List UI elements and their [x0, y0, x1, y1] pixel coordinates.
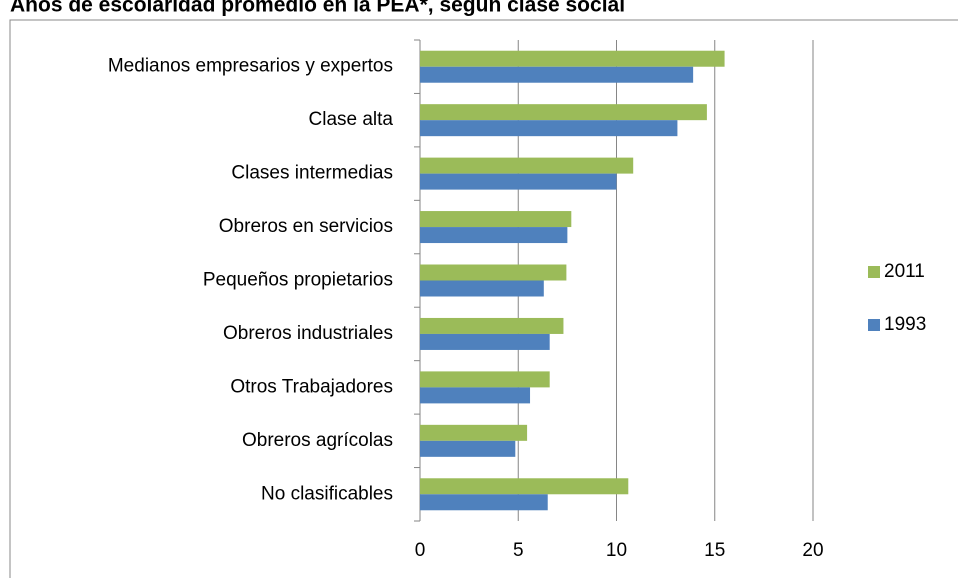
bar [420, 478, 629, 495]
x-tick-label: 15 [704, 540, 725, 561]
chart-title: Años de escolaridad promedio en la PEA*,… [10, 0, 625, 17]
y-tick-label: Clases intermedias [231, 163, 393, 184]
bar [420, 371, 550, 388]
x-tick-label: 0 [415, 540, 426, 561]
bar [420, 211, 572, 228]
bar [420, 173, 617, 190]
bar [420, 104, 707, 121]
y-tick-label: Obreros en servicios [219, 216, 393, 237]
bar [420, 227, 568, 244]
bar [420, 120, 678, 137]
y-tick-label: Medianos empresarios y expertos [108, 56, 393, 77]
y-tick-label: Pequeños propietarios [203, 270, 393, 291]
y-tick-label: No clasificables [261, 483, 393, 504]
legend-swatch [868, 266, 880, 278]
bar [420, 317, 564, 334]
bar [420, 157, 634, 174]
bar [420, 66, 694, 83]
bar [420, 50, 725, 67]
bar [420, 280, 544, 297]
y-tick-label: Obreros agrícolas [242, 430, 393, 451]
legend-label: 1993 [884, 314, 926, 335]
bar [420, 333, 550, 350]
y-tick-label: Otros Trabajadores [230, 376, 393, 397]
bar [420, 440, 516, 457]
bar [420, 494, 548, 511]
x-tick-label: 5 [513, 540, 524, 561]
x-tick-label: 10 [606, 540, 627, 561]
y-tick-label: Obreros industriales [223, 323, 393, 344]
bar [420, 387, 531, 404]
bar [420, 424, 528, 441]
legend-label: 2011 [884, 261, 925, 282]
legend-swatch [868, 319, 880, 331]
chart-frame [9, 19, 958, 578]
x-tick-label: 20 [802, 540, 823, 561]
y-tick-label: Clase alta [309, 109, 394, 130]
bar [420, 264, 567, 281]
